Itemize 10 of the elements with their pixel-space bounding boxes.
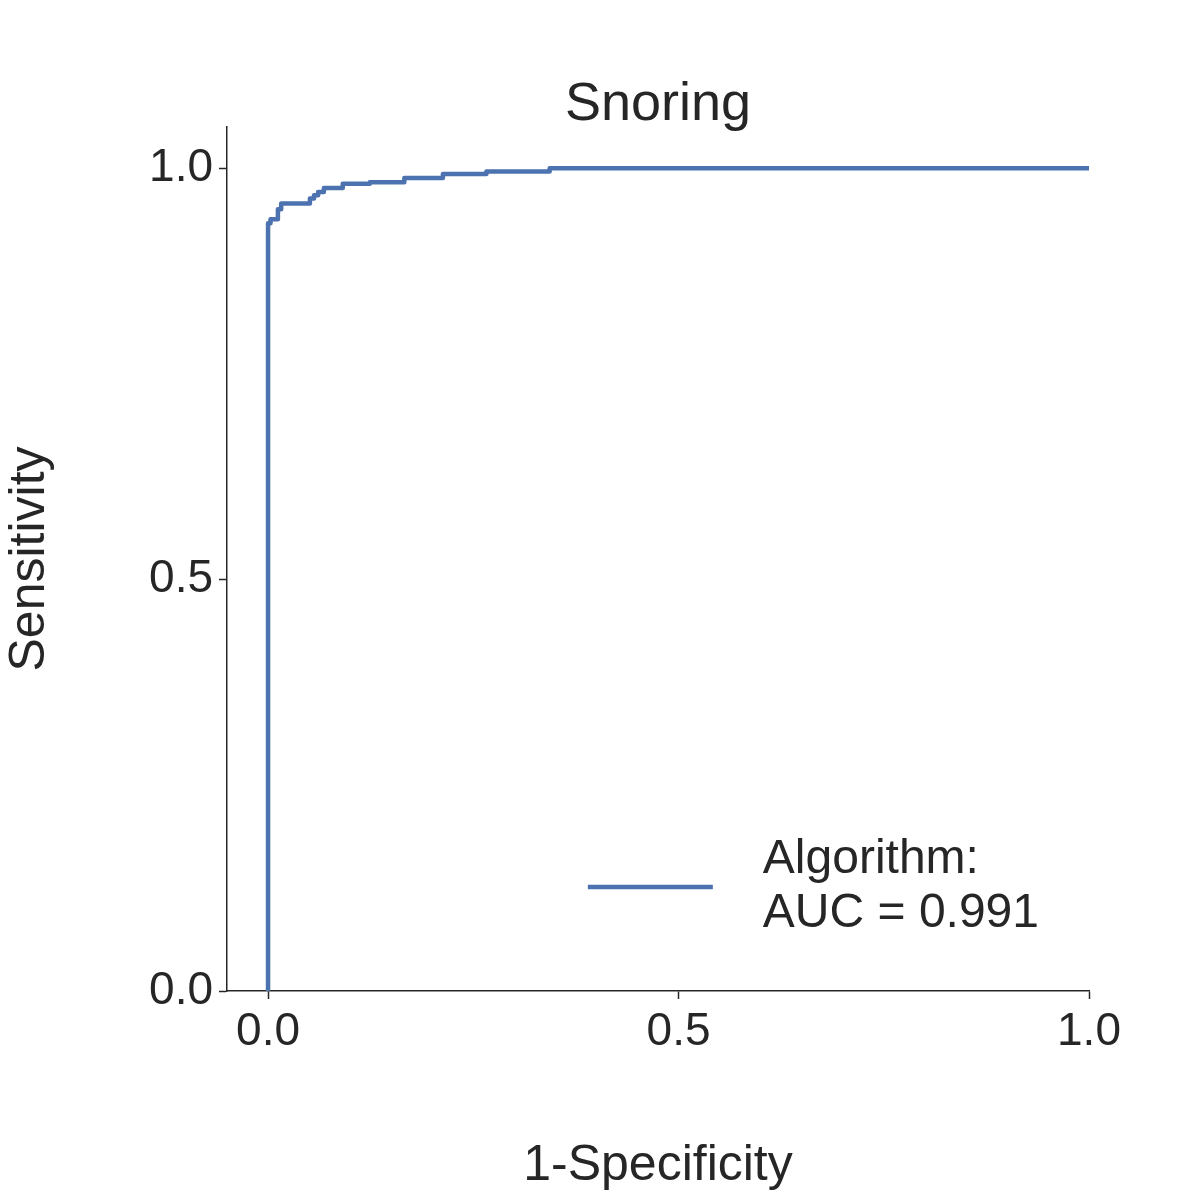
y-axis-title: Sensitivity — [0, 446, 55, 672]
x-tick-label: 1.0 — [1057, 1003, 1121, 1056]
x-axis-title: 1-Specificity — [523, 1134, 793, 1191]
x-tick-label: 0.5 — [646, 1003, 711, 1056]
y-tick-label: 0.0 — [149, 961, 213, 1014]
x-tick-label: 0.0 — [236, 1003, 301, 1056]
legend-label: Algorithm: AUC = 0.991 — [762, 830, 1040, 938]
chart-title: Snoring — [564, 71, 752, 131]
y-tick-label: 0.5 — [149, 550, 213, 603]
y-tick-label: 1.0 — [149, 138, 213, 191]
